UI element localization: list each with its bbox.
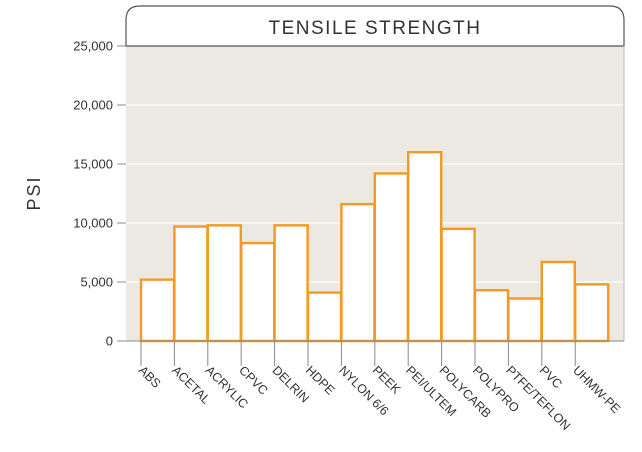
bar-peek	[373, 172, 409, 343]
y-tick-label: 25,000	[73, 39, 113, 54]
bar-polycarb	[440, 227, 476, 343]
bar-nylon-6-6	[340, 202, 376, 343]
y-tick-label: 10,000	[73, 216, 113, 231]
bar-abs	[139, 278, 176, 343]
bar-hdpe	[306, 291, 343, 343]
y-axis-ticks: 0 5,000 10,000 15,000 20,000 25,000	[73, 39, 126, 349]
y-tick-label: 0	[106, 334, 113, 349]
x-tick-label: UHMW-PE	[570, 363, 623, 416]
bar-acetal	[173, 225, 209, 343]
title-tab	[125, 5, 625, 47]
bar-cpvc	[239, 241, 276, 343]
chart-title: TENSILE STRENGTH	[269, 18, 482, 39]
bars	[139, 150, 610, 343]
bar-pei-ultem	[407, 150, 443, 343]
y-tick-label: 15,000	[73, 157, 113, 172]
x-tick-label: PVC	[537, 363, 565, 391]
bar-delrin	[273, 224, 309, 343]
bar-uhmw-pe	[574, 283, 610, 343]
y-tick-label: 20,000	[73, 98, 113, 113]
bar-acrylic	[206, 224, 243, 343]
y-tick-label: 5,000	[80, 275, 113, 290]
y-axis-label: PSI	[24, 175, 44, 210]
bar-polypro	[473, 289, 510, 343]
x-tick-label: ABS	[136, 363, 164, 391]
bar-ptfe-teflon	[507, 297, 543, 343]
bar-pvc	[540, 260, 576, 343]
